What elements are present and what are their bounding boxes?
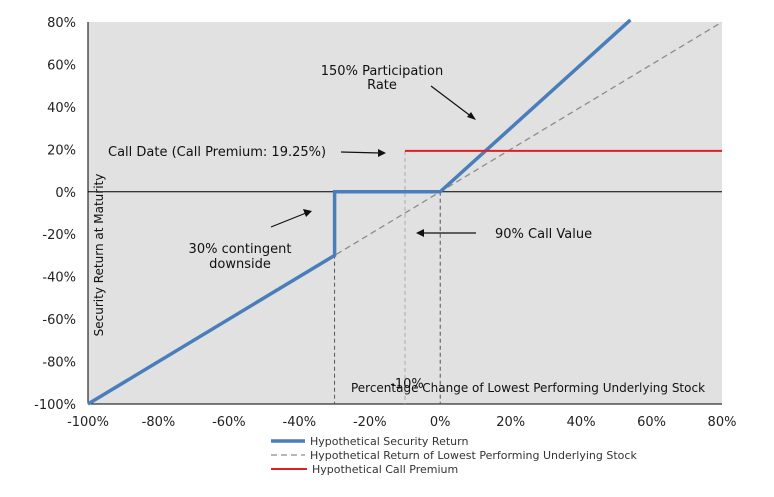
y-tick-label: -60% <box>42 313 76 328</box>
x-tick-label: -80% <box>142 415 176 430</box>
legend-label: Hypothetical Security Return <box>310 435 468 448</box>
legend: Hypothetical Security ReturnHypothetical… <box>271 435 637 476</box>
y-tick-label: -20% <box>42 228 76 243</box>
arrow-call-value <box>416 229 476 237</box>
annotation-participation-line1: 150% Participation <box>321 64 443 79</box>
annotation-call-value: 90% Call Value <box>495 227 592 242</box>
x-tick-label: 0% <box>430 415 451 430</box>
series-layer <box>87 18 723 406</box>
y-tick-label: 80% <box>47 16 76 31</box>
legend-label: Hypothetical Return of Lowest Performing… <box>310 449 637 462</box>
x-tick-label: -60% <box>212 415 246 430</box>
x-tick-label: 20% <box>496 415 525 430</box>
y-tick-label: -40% <box>42 271 76 286</box>
series-line-0 <box>87 18 632 406</box>
y-tick-label: 20% <box>47 143 76 158</box>
x-tick-label: 40% <box>567 415 596 430</box>
x-tick-label: -40% <box>283 415 317 430</box>
x-axis-label: Percentage Change of Lowest Performing U… <box>351 381 705 395</box>
arrow-downside <box>270 209 312 228</box>
arrow-call-date <box>340 149 386 157</box>
y-tick-labels: 80% 60% 40% 20% 0% -20% -40% -60% -80% -100% <box>34 16 76 413</box>
annotation-downside-line1: 30% contingent <box>189 242 292 257</box>
annotation-call-date: Call Date (Call Premium: 19.25%) <box>108 145 326 160</box>
y-axis-label: Security Return at Maturity <box>92 174 106 337</box>
annotation-minus-10: -10% <box>390 377 424 392</box>
annotation-downside-line2: downside <box>209 257 271 272</box>
x-tick-label: 60% <box>637 415 666 430</box>
y-tick-label: 40% <box>47 101 76 116</box>
x-tick-labels: -100% -80% -60% -40% -20% 0% 20% 40% 60% 80% <box>67 415 736 430</box>
x-tick-label: -20% <box>353 415 387 430</box>
x-tick-label: -100% <box>67 415 109 430</box>
y-tick-label: 60% <box>47 58 76 73</box>
x-tick-label: 80% <box>708 415 737 430</box>
y-tick-label: 0% <box>55 186 76 201</box>
annotation-participation-line2: Rate <box>367 78 397 93</box>
y-tick-label: -100% <box>34 398 76 413</box>
arrow-participation <box>430 85 476 120</box>
legend-label: Hypothetical Call Premium <box>312 463 458 476</box>
y-tick-label: -80% <box>42 356 76 371</box>
